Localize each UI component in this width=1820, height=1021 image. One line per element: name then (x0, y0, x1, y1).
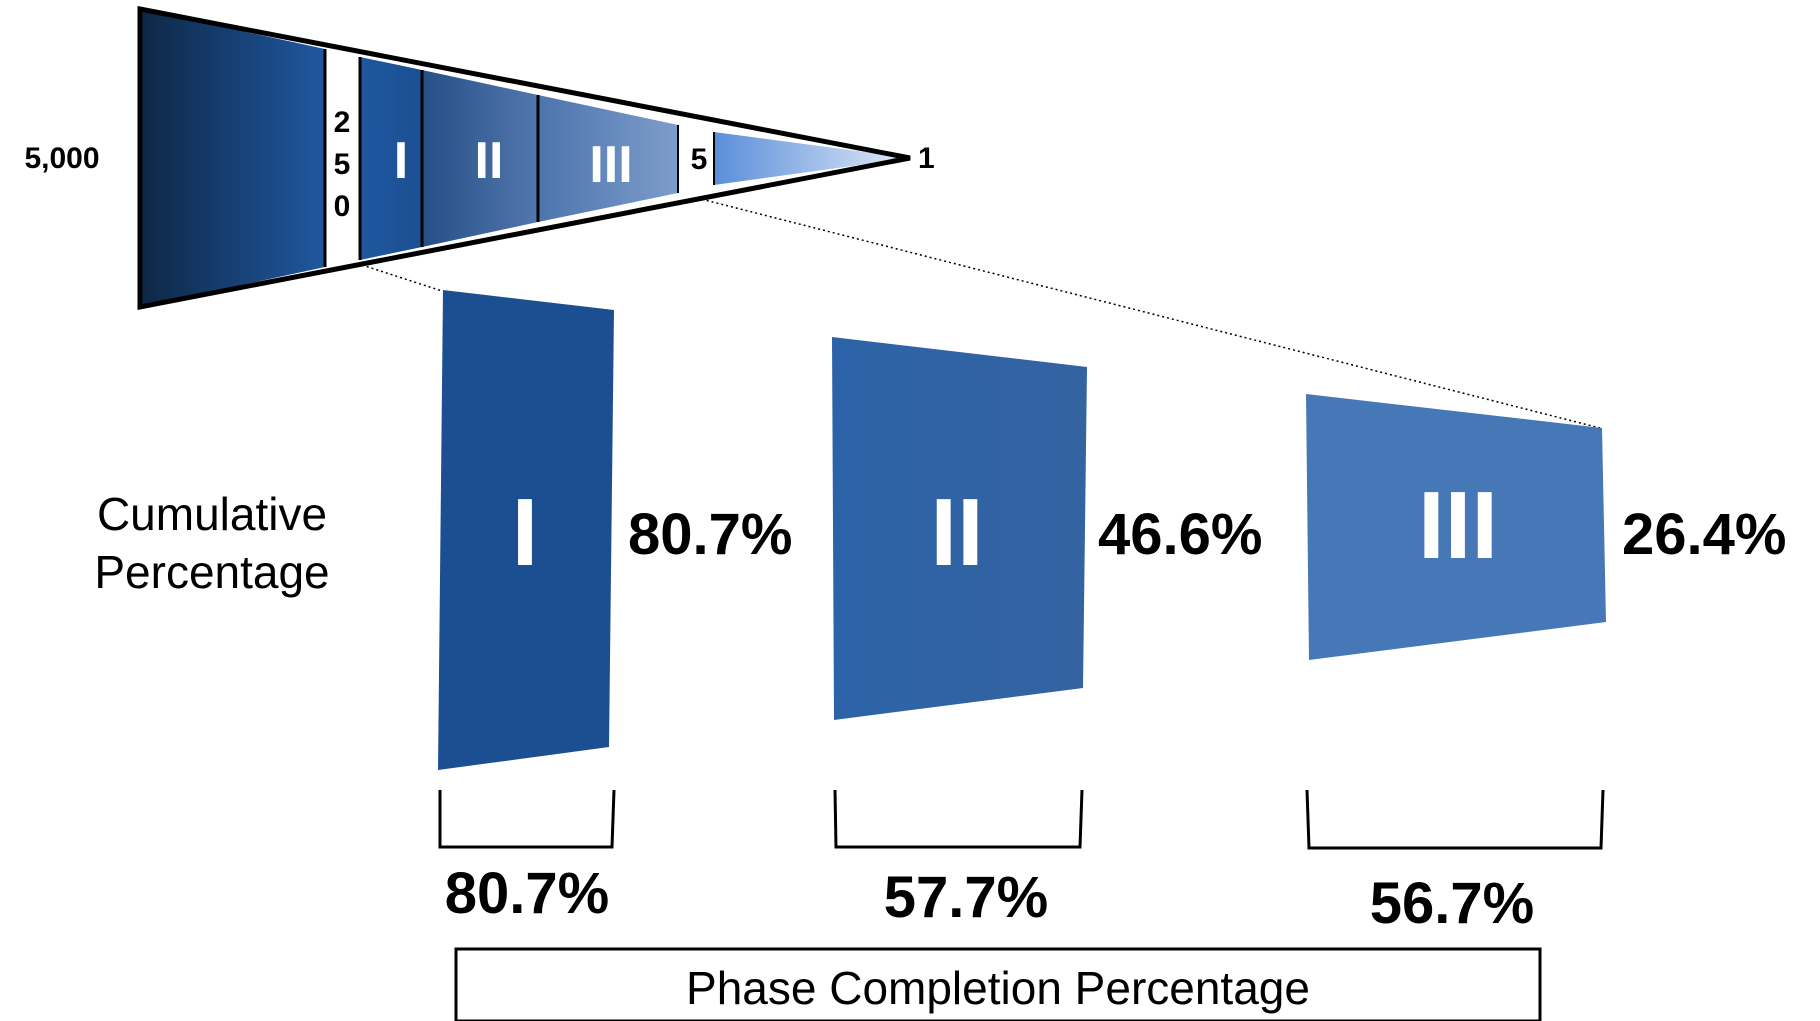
phase2-bracket (833, 789, 1084, 849)
phase-completion-label: Phase Completion Percentage (686, 962, 1310, 1014)
phase-brackets: 80.7% 57.7% 56.7% (438, 789, 1605, 936)
phase3-cumulative-percentage: 26.4% (1622, 502, 1786, 567)
funnel-phase3-label: III (589, 136, 632, 194)
funnel-phase2-segment (422, 70, 538, 247)
zoom-line-left (361, 264, 443, 292)
funnel-discovery-segment (140, 9, 325, 307)
funnel-preclinical-digit: 2 (334, 106, 351, 139)
phase3-bracket (1305, 789, 1605, 850)
phase2-completion-percentage: 57.7% (884, 865, 1048, 930)
phase1-block-label: I (512, 479, 539, 586)
phase1-block (438, 290, 614, 770)
top-funnel: 5,000 1 2 5 0 I II III 5 (24, 5, 935, 311)
funnel-phase2-label: II (475, 132, 504, 190)
funnel-preclinical-digit: 5 (334, 148, 351, 181)
phase1-cumulative-percentage: 80.7% (628, 502, 792, 567)
phase3-completion-percentage: 56.7% (1370, 871, 1534, 936)
cumulative-percentage-label-line2: Percentage (94, 546, 329, 598)
funnel-phase3-segment (538, 95, 678, 222)
cumulative-percentage-label-line1: Cumulative (97, 488, 327, 540)
phase2-block (832, 337, 1087, 720)
funnel-submission-count: 5 (691, 143, 708, 176)
phase3-block-label: III (1418, 472, 1498, 579)
funnel-phase1-label: I (394, 132, 408, 190)
zoom-line-right (696, 197, 1601, 429)
funnel-preclinical-digit: 0 (334, 190, 351, 223)
phase3-block (1306, 394, 1606, 660)
funnel-phase1-segment (360, 57, 422, 260)
phase-completion-box (454, 947, 1542, 1021)
funnel-outline (137, 5, 911, 311)
phase2-cumulative-percentage: 46.6% (1098, 502, 1262, 567)
funnel-start-count: 5,000 (24, 142, 99, 175)
phase1-bracket (438, 789, 616, 849)
funnel-approval-segment (714, 132, 910, 185)
phase2-block-label: II (930, 479, 983, 586)
funnel-preclinical-segment (325, 49, 360, 267)
funnel-end-count: 1 (918, 142, 935, 175)
phase-blocks: I II III 80.7% 46.6% 26.4% (438, 290, 1786, 770)
funnel-submission-segment (678, 125, 714, 193)
phase1-completion-percentage: 80.7% (445, 861, 609, 926)
